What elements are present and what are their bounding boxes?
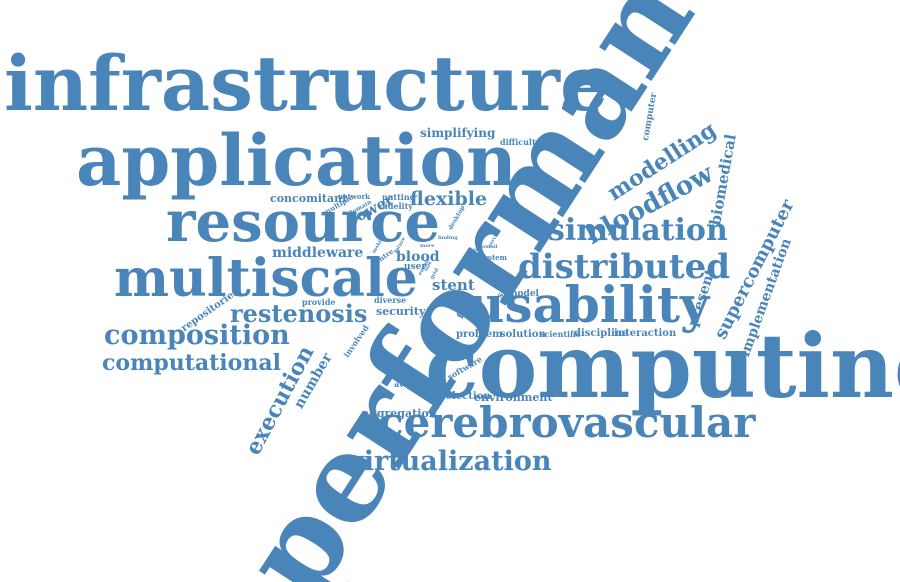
word-infrastructure: infrastructure	[4, 39, 609, 128]
word-cerebrovascular: cerebrovascular	[378, 398, 756, 447]
word-biomedical: biomedical	[706, 132, 740, 227]
word-application: application	[76, 119, 517, 202]
word-system: system	[480, 253, 508, 262]
word-selection: selection	[440, 391, 491, 402]
word-tool: tool	[470, 247, 481, 253]
word-interaction: interaction	[614, 328, 677, 339]
word-available: available	[394, 379, 434, 389]
word-usability: usability	[468, 275, 709, 334]
word-model: model	[508, 289, 539, 299]
word-discipline: discipline	[574, 328, 629, 339]
word-resource: resource	[166, 189, 440, 255]
word-simplifying: simplifying	[420, 126, 496, 140]
word-middleware: middleware	[272, 245, 364, 261]
word-network: network	[338, 192, 371, 201]
word-computing: computing	[425, 314, 900, 418]
word-concomitant: concomitant	[270, 192, 348, 205]
word-solution: solution	[500, 329, 546, 340]
word-provide: provide	[302, 297, 336, 307]
word-multiscale: multiscale	[114, 248, 418, 309]
word-blood: blood	[396, 249, 440, 265]
word-more: more	[420, 243, 435, 249]
word-putting: putting	[382, 192, 416, 202]
word-computational: computational	[102, 350, 281, 376]
word-problem: problem	[456, 329, 503, 340]
word-user: user	[404, 262, 427, 272]
word-virtualization: virtualization	[348, 446, 552, 477]
word-composition: composition	[104, 320, 290, 351]
word-security: security	[376, 305, 426, 318]
word-flexible: flexible	[410, 188, 488, 210]
word-finding: finding	[438, 235, 458, 241]
word-aggregation: aggregation	[362, 407, 437, 420]
word-difficulty: difficulty	[500, 137, 541, 147]
word-restenosis: restenosis	[230, 299, 368, 328]
word-scientific: scientific	[540, 329, 581, 339]
word-simulation: simulation	[548, 213, 728, 248]
word-email: email	[482, 244, 498, 250]
word-stent: stent	[432, 276, 475, 294]
word-distributed: distributed	[518, 247, 730, 287]
word-fidelity: fidelity	[382, 201, 413, 211]
word-diverse: diverse	[374, 295, 407, 305]
word-environment: environment	[474, 391, 553, 404]
